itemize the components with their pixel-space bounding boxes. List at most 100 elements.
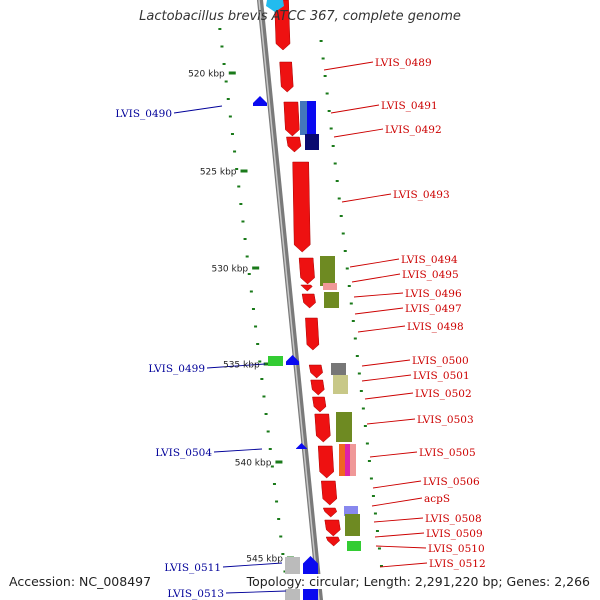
gene-label: LVIS_0494 [401,254,458,266]
inner-dot [245,255,249,258]
gene-label: LVIS_0500 [412,355,469,367]
inner-dot [226,98,230,100]
features-layer [253,0,361,600]
forward-gene-arrow [322,507,338,518]
feature-bar [345,444,350,476]
gene-label: LVIS_0509 [426,528,483,540]
forward-gene-arrow [317,445,334,479]
gene-label: LVIS_0491 [381,100,438,112]
forward-gene-arrow [310,379,325,396]
kbp-tick-mark [263,362,271,366]
outer-dot [347,285,351,287]
backbone [256,0,324,600]
forward-gene-arrow [274,0,291,51]
feature-bar [347,541,361,551]
feature-bar [333,375,348,394]
outer-dot [351,320,355,322]
gene-label: LVIS_0513 [167,588,224,600]
forward-gene-arrow [292,161,311,253]
kbp-tick-mark [275,460,283,464]
feature-bar [345,514,360,536]
label-leader-lines [173,61,428,594]
kbp-tick-label: 525 kbp [200,168,237,178]
kbp-tick-mark [228,71,236,75]
inner-dot [251,308,255,310]
feature-bar [323,283,337,290]
kbp-tick-label: 520 kbp [188,70,225,80]
outer-dot [329,127,333,130]
outer-dot [327,110,331,112]
gene-label: LVIS_0495 [402,269,459,281]
inner-dot [249,290,253,293]
inner-dot [268,448,272,450]
gene-label: LVIS_0496 [405,288,462,300]
inner-dot [283,570,287,573]
forward-gene-arrow [305,317,320,351]
outer-dot [371,495,375,497]
kbp-tick-label: 540 kbp [235,459,272,469]
outer-dot [359,390,363,392]
outer-dot [337,197,341,200]
forward-gene-arrow [300,284,313,292]
labels-layer: 520 kbp 525 kbp 530 kbp 535 kbp 540 kbp 545 k… [115,57,485,600]
inner-dot [275,500,279,503]
gene-label: LVIS_0489 [375,57,432,69]
inner-dot [239,203,243,205]
gene-label: LVIS_0497 [405,303,462,315]
outer-dot [349,302,353,305]
gene-label: acpS [424,493,450,505]
inner-dot [218,28,222,30]
gene-label: LVIS_0493 [393,189,450,201]
outer-dot [353,337,357,340]
feature-bar [339,444,345,476]
label-leader-line [323,61,374,71]
outer-dot [379,565,383,567]
feature-bar [300,101,307,135]
feature-bar [331,363,346,375]
gene-label: LVIS_0502 [415,388,472,400]
label-leader-line [364,392,414,400]
inner-dot [230,133,234,135]
label-leader-line [333,128,384,138]
genome-summary-text: Topology: circular; Length: 2,291,220 bp… [246,574,590,589]
label-leader-line [222,562,283,568]
label-leader-line [357,325,406,333]
gene-label: LVIS_0498 [407,321,464,333]
forward-gene-arrow [321,480,338,506]
feature-bar [336,412,352,442]
inner-dot [266,430,270,433]
feature-bar [344,506,358,516]
outer-dot [331,145,335,147]
feature-bar [320,256,335,286]
inner-dot [262,395,266,398]
inner-dot [272,483,276,485]
kbp-tick-label: 535 kbp [223,361,260,371]
inner-ring-dots [218,28,294,590]
label-leader-line [341,193,392,203]
forward-gene-arrow [279,61,294,93]
inner-dot [279,535,283,538]
forward-gene-arrow [283,101,300,137]
outer-dot [325,92,329,95]
outer-dot [369,477,373,480]
feature-bar [268,356,283,366]
label-leader-line [379,562,428,568]
gene-label: LVIS_0511 [164,562,221,574]
inner-dot [224,80,228,83]
inner-dot [281,553,285,555]
label-leader-line [354,307,404,315]
forward-gene-arrow [324,519,341,537]
outer-dot [373,512,377,515]
outer-dot [365,442,369,445]
inner-dot [260,378,264,380]
outer-dot [375,530,379,532]
gene-label: LVIS_0499 [148,363,205,375]
inner-dot [233,150,237,153]
inner-dot [237,185,241,188]
label-leader-line [213,448,263,453]
label-leader-line [349,258,400,268]
kbp-tick-mark [240,169,248,173]
inner-dot [270,465,274,468]
